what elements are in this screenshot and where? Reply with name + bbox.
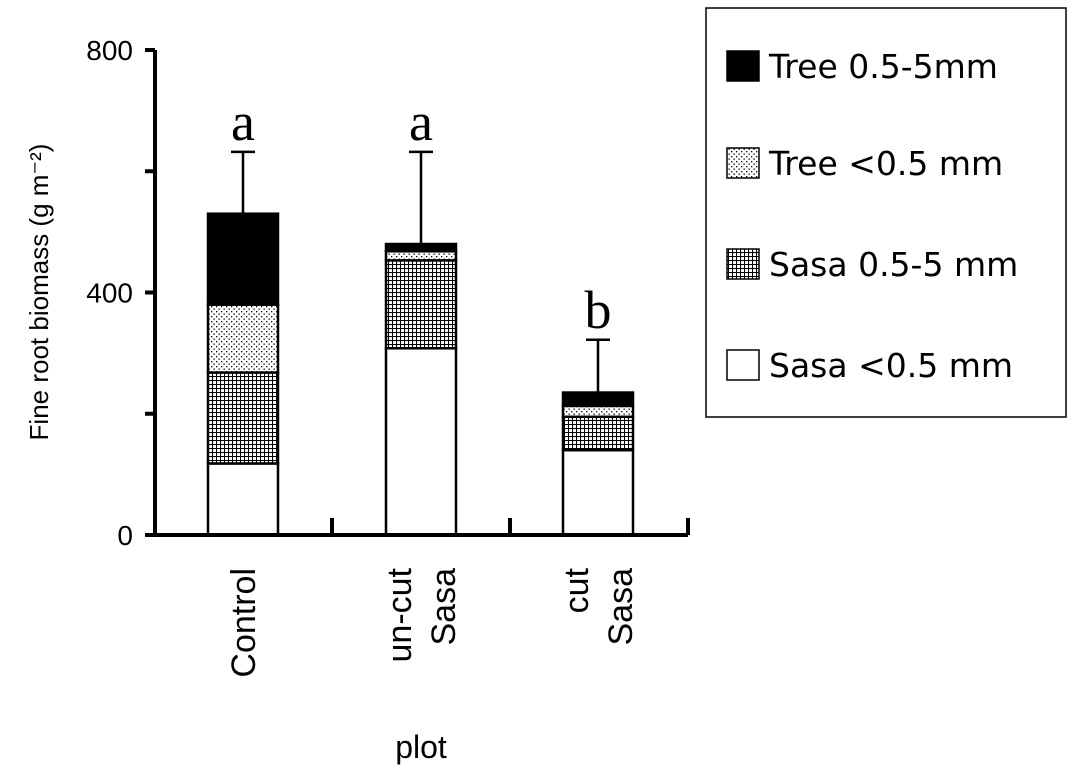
legend-label: Tree <0.5 mm <box>768 144 1003 183</box>
x-category-label: cut <box>558 567 596 613</box>
bar-segment <box>206 462 280 537</box>
significance-letter: a <box>409 92 433 152</box>
bar-segment <box>206 303 280 374</box>
bar-segment <box>206 212 280 306</box>
bar-segment <box>561 404 635 419</box>
legend-swatch <box>726 50 760 82</box>
x-category-label: Control <box>225 568 263 678</box>
y-axis-title: Fine root biomass (g m⁻²) <box>24 144 54 441</box>
legend-swatch <box>726 147 760 179</box>
bar-segment <box>384 250 458 262</box>
y-tick-label: 0 <box>117 520 133 551</box>
legend: Tree 0.5-5mm Tree <0.5 mm Sasa 0.5-5 mm Sas… <box>705 7 1067 418</box>
legend-label: Tree 0.5-5mm <box>768 47 998 86</box>
bar-segment <box>384 347 458 537</box>
bar-segment <box>384 242 458 253</box>
bars-layer <box>206 150 635 537</box>
legend-swatch <box>726 349 760 381</box>
y-tick-label: 800 <box>86 35 133 66</box>
legend-label: Sasa <0.5 mm <box>769 346 1013 385</box>
x-axis-title: plot <box>395 729 447 765</box>
x-category-label: Sasa <box>602 568 640 646</box>
x-category-label: Sasa <box>425 568 463 646</box>
significance-letter: a <box>231 92 255 152</box>
legend-label: Sasa 0.5-5 mm <box>769 245 1018 284</box>
significance-letter: b <box>585 280 612 340</box>
bar-segment <box>561 448 635 537</box>
axes-layer <box>145 48 690 537</box>
legend-box <box>705 7 1067 418</box>
bar-segment <box>384 259 458 350</box>
bar-segment <box>206 371 280 465</box>
bar-segment <box>561 415 635 452</box>
bar-segment <box>561 391 635 408</box>
x-category-label: un-cut <box>381 567 419 662</box>
y-tick-label: 400 <box>86 278 133 309</box>
legend-swatch <box>726 248 760 280</box>
